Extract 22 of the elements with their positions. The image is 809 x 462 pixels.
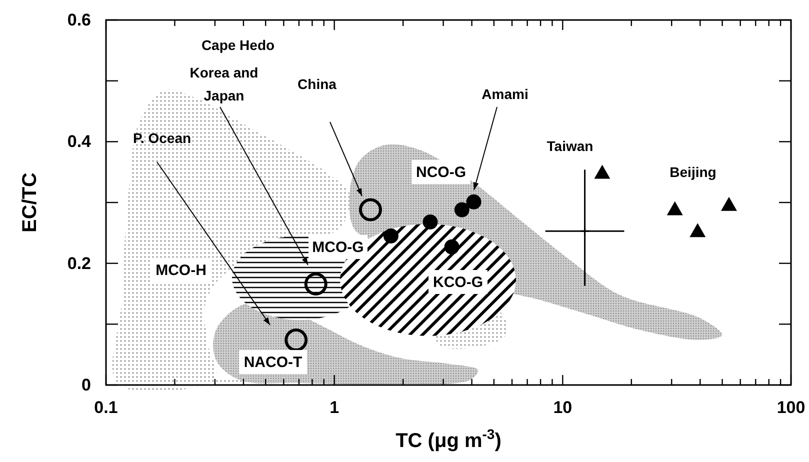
annotation: Beijing xyxy=(670,164,716,180)
annotation: Korea and Japan xyxy=(190,64,258,104)
y-tick-label: 0 xyxy=(82,376,91,394)
annotation: P. Ocean xyxy=(132,130,192,146)
x-tick-label: 100 xyxy=(776,398,806,417)
annotation: KCO-G xyxy=(433,274,483,290)
annotation: China xyxy=(298,76,337,92)
annotation: Cape Hedo xyxy=(201,37,275,53)
annotation: NACO-T xyxy=(244,354,302,370)
annotation: NCO-G xyxy=(416,164,466,180)
x-tick-label: 1 xyxy=(330,398,340,417)
y-axis-title: EC/TC xyxy=(19,172,41,232)
x-tick-label: 0.1 xyxy=(94,398,118,417)
x-tick-label: 10 xyxy=(553,398,572,417)
x-axis-title: TC (μg m$^{-3}$) xyxy=(396,426,502,452)
y-tick-label: 0.4 xyxy=(67,132,92,152)
annotation: Taiwan xyxy=(546,138,594,154)
annotation: MCO-H xyxy=(156,262,206,278)
annotation: MCO-G xyxy=(312,238,364,256)
annotation: Amami xyxy=(482,86,528,102)
y-tick-label: 0.6 xyxy=(67,10,91,30)
y-tick-label: 0.2 xyxy=(67,254,91,273)
